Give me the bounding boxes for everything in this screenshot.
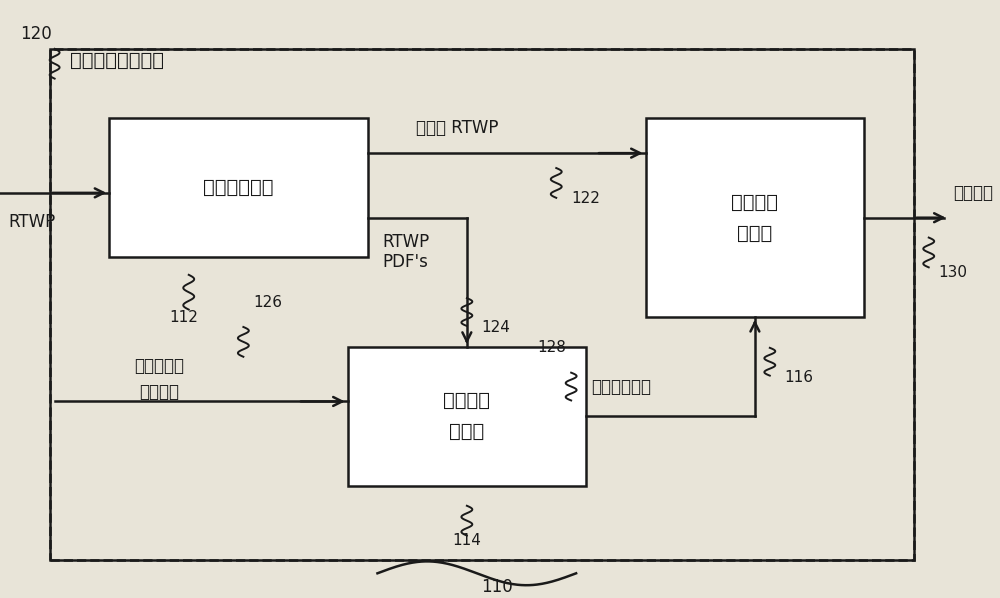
Text: 112: 112 (169, 310, 198, 325)
Text: 滤波的 RTWP: 滤波的 RTWP (416, 119, 498, 138)
Text: 噪声升高估计装置: 噪声升高估计装置 (70, 51, 164, 70)
Text: 110: 110 (481, 578, 513, 596)
Text: 噪声本底
估计器: 噪声本底 估计器 (443, 391, 490, 441)
Text: 卡尔曼滤波器: 卡尔曼滤波器 (203, 178, 274, 197)
Text: 114: 114 (452, 533, 481, 548)
Text: 128: 128 (537, 340, 566, 355)
Text: RTWP
PDF's: RTWP PDF's (382, 233, 430, 271)
Text: 噪声本底估计: 噪声本底估计 (591, 377, 651, 395)
Bar (646, 118, 864, 317)
Text: 120: 120 (20, 25, 52, 43)
Bar (50, 49, 914, 560)
Bar (109, 118, 368, 257)
Bar (348, 347, 586, 486)
Bar (50, 49, 914, 560)
Text: 噪声升高
确定器: 噪声升高 确定器 (731, 193, 778, 243)
Text: 先前的噪声
本底分布: 先前的噪声 本底分布 (134, 357, 184, 401)
Text: 116: 116 (785, 370, 814, 385)
Text: 124: 124 (482, 320, 511, 335)
Text: 噪声升高: 噪声升高 (954, 184, 994, 202)
Text: RTWP: RTWP (8, 213, 55, 231)
Text: 130: 130 (939, 266, 968, 280)
Text: 126: 126 (253, 295, 282, 310)
Text: 122: 122 (571, 191, 600, 206)
